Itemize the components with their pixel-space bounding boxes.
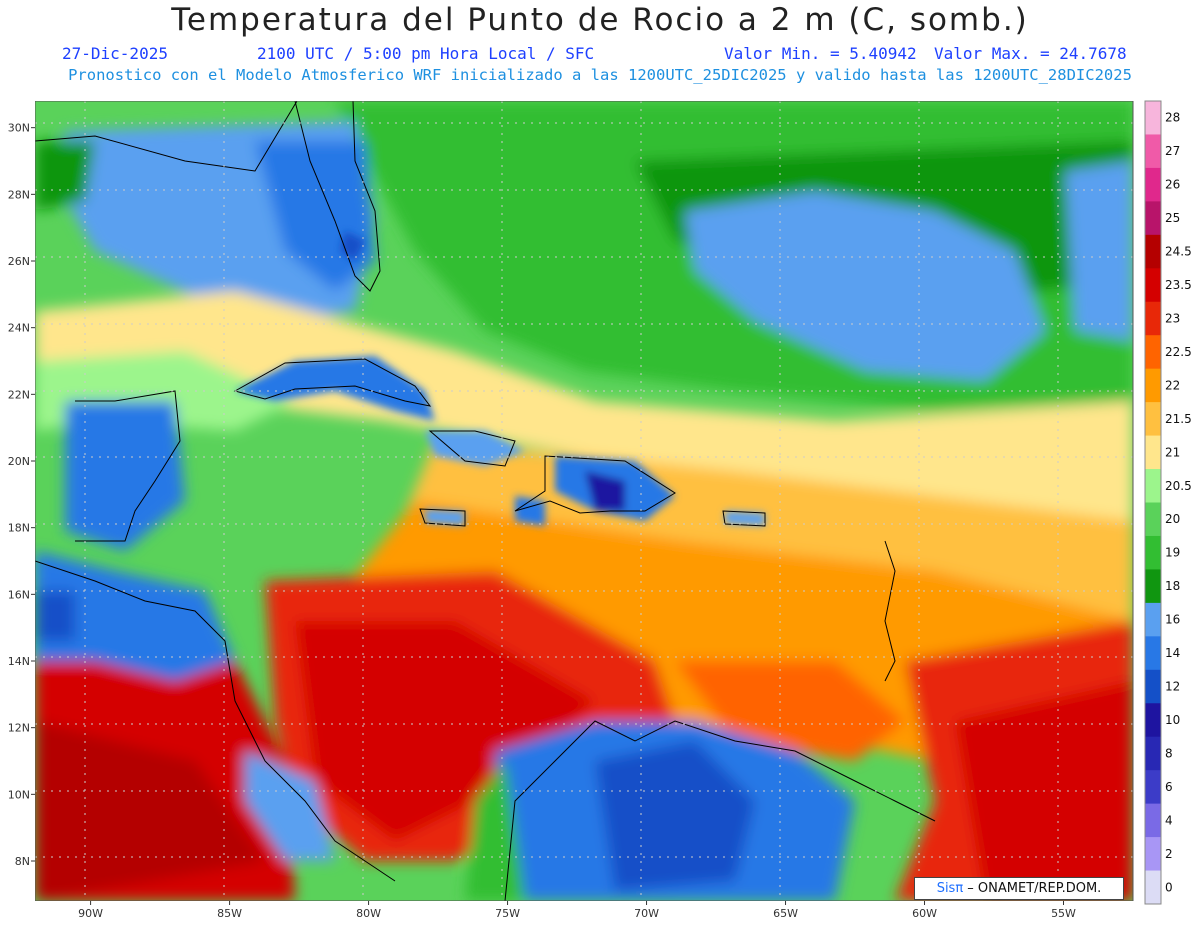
map-title: Temperatura del Punto de Rocio a 2 m (C,… [171, 2, 1029, 38]
min-value: Valor Min. = 5.40942 [724, 44, 917, 63]
colorbar-label: 27 [1165, 144, 1180, 158]
colorbar-label: 2 [1165, 847, 1173, 861]
colorbar-label: 16 [1165, 613, 1180, 627]
colorbar-label: 19 [1165, 546, 1180, 560]
colorbar-swatch [1145, 602, 1161, 637]
colorbar-swatch [1145, 569, 1161, 604]
credit-org: – ONAMET/REP.DOM. [963, 881, 1102, 896]
credit-brand: Sisπ [936, 881, 964, 896]
colorbar-swatch [1145, 167, 1161, 202]
colorbar-frame [1144, 100, 1162, 905]
colorbar-swatch [1145, 703, 1161, 738]
colorbar-label: 10 [1165, 713, 1180, 727]
colorbar-label: 23.5 [1165, 278, 1192, 292]
colorbar-label: 8 [1165, 746, 1173, 760]
dewpoint-map [35, 101, 1134, 901]
colorbar-label: 21 [1165, 445, 1180, 459]
colorbar-swatch [1145, 402, 1161, 437]
forecast-time: 2100 UTC / 5:00 pm Hora Local / SFC [257, 44, 595, 63]
lat-tick-label: 22N [8, 388, 30, 401]
lat-tick-label: 16N [8, 588, 30, 601]
colorbar-swatch [1145, 502, 1161, 537]
grid-lines [35, 101, 1133, 901]
colorbar-label: 20.5 [1165, 479, 1192, 493]
map-frame [35, 101, 1134, 901]
lat-tick-label: 24N [8, 322, 30, 335]
colorbar-label: 22.5 [1165, 345, 1192, 359]
colorbar-swatch [1145, 335, 1161, 370]
colorbar-swatch [1145, 201, 1161, 236]
lat-tick-label: 20N [8, 455, 30, 468]
colorbar: 2827262524.523.52322.52221.52120.5201918… [1144, 100, 1192, 905]
lon-tick-label: 60W [912, 907, 937, 920]
colorbar-swatch [1145, 736, 1161, 771]
forecast-date: 27-Dic-2025 [62, 44, 168, 63]
lon-tick-label: 85W [217, 907, 242, 920]
colorbar-label: 12 [1165, 680, 1180, 694]
lon-tick-label: 55W [1051, 907, 1076, 920]
lat-axis: 30N 28N 26N 24N 22N 20N 18N 16N 14N 12N 10N 8N [8, 122, 35, 868]
colorbar-label: 24.5 [1165, 245, 1192, 259]
max-value: Valor Max. = 24.7678 [934, 44, 1127, 63]
colorbar-swatch [1145, 669, 1161, 704]
colorbar-swatch [1145, 870, 1161, 905]
colorbar-swatch [1145, 770, 1161, 805]
lon-tick-label: 90W [78, 907, 103, 920]
colorbar-swatch [1145, 134, 1161, 169]
colorbar-label: 28 [1165, 111, 1180, 125]
colorbar-label: 23 [1165, 311, 1180, 325]
coastlines [35, 101, 936, 901]
colorbar-label: 14 [1165, 646, 1180, 660]
colorbar-swatch [1145, 535, 1161, 570]
colorbar-swatch [1145, 234, 1161, 269]
lon-tick-label: 65W [773, 907, 798, 920]
lon-axis: 90W 85W 80W 75W 70W 65W 60W 55W [78, 901, 1076, 920]
lat-tick-label: 12N [8, 722, 30, 735]
colorbar-label: 18 [1165, 579, 1180, 593]
colorbar-swatch [1145, 301, 1161, 336]
colorbar-swatch [1145, 368, 1161, 403]
colorbar-swatch [1145, 101, 1161, 135]
colorbar-label: 26 [1165, 178, 1180, 192]
lat-tick-label: 26N [8, 255, 30, 268]
colorbar-swatch [1145, 268, 1161, 303]
lat-tick-label: 28N [8, 188, 30, 201]
colorbar-swatch [1145, 803, 1161, 838]
credit-box: Sisπ – ONAMET/REP.DOM. [914, 877, 1124, 900]
lat-tick-label: 8N [15, 855, 30, 868]
dewpoint-field [35, 101, 1133, 901]
colorbar-label: 6 [1165, 780, 1173, 794]
model-info: Pronostico con el Modelo Atmosferico WRF… [68, 66, 1132, 84]
island-field [235, 231, 765, 526]
lat-tick-label: 18N [8, 522, 30, 535]
colorbar-swatch [1145, 435, 1161, 470]
colorbar-label: 4 [1165, 813, 1173, 827]
lat-tick-label: 10N [8, 788, 30, 801]
lat-tick-label: 30N [8, 122, 30, 135]
colorbar-label: 21.5 [1165, 412, 1192, 426]
lon-tick-label: 75W [495, 907, 520, 920]
colorbar-label: 25 [1165, 211, 1180, 225]
colorbar-swatch [1145, 837, 1161, 872]
colorbar-swatch [1145, 636, 1161, 671]
colorbar-label: 20 [1165, 512, 1180, 526]
colorbar-label: 22 [1165, 378, 1180, 392]
colorbar-swatch [1145, 469, 1161, 503]
lon-tick-label: 80W [356, 907, 381, 920]
lat-tick-label: 14N [8, 655, 30, 668]
colorbar-label: 0 [1165, 880, 1173, 894]
lon-tick-label: 70W [634, 907, 659, 920]
